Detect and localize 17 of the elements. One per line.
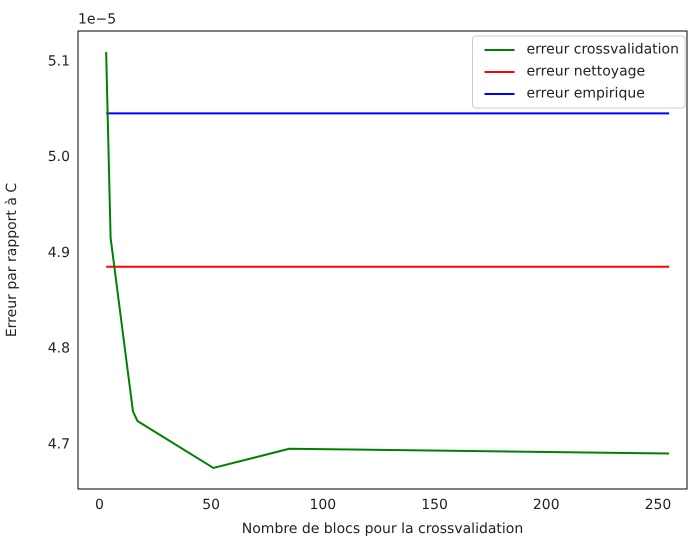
- y-tick-label: 5.0: [48, 149, 70, 166]
- x-tick-label: 0: [94, 497, 104, 514]
- legend-label: erreur nettoyage: [526, 64, 646, 80]
- x-axis-title: Nombre de blocs pour la crossvalidation: [242, 521, 524, 538]
- y-tick-label: 4.9: [48, 244, 70, 261]
- y-axis-title: Erreur par rapport à C: [4, 182, 20, 338]
- y-tick-label: 4.8: [48, 340, 70, 357]
- legend-label: erreur crossvalidation: [526, 42, 680, 58]
- x-tick-label: 150: [421, 497, 448, 514]
- text: 1e−5: [78, 12, 116, 28]
- legend-label: erreur empirique: [526, 86, 645, 102]
- x-tick-label: 250: [644, 497, 672, 514]
- x-tick-label: 200: [532, 497, 560, 514]
- y-tick-label: 5.1: [48, 53, 70, 70]
- x-tick-label: 50: [202, 497, 220, 514]
- x-tick-label: 100: [309, 497, 336, 514]
- y-tick-label: 4.7: [48, 436, 70, 453]
